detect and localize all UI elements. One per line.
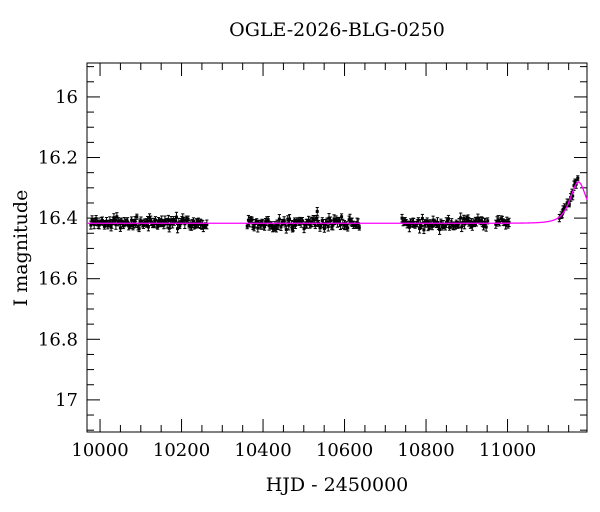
x-tick-label: 10600 xyxy=(316,440,373,461)
axis-ticks xyxy=(87,63,587,432)
x-tick-label: 10400 xyxy=(234,440,291,461)
plot-title: OGLE-2026-BLG-0250 xyxy=(229,19,445,41)
x-tick-label: 11000 xyxy=(479,440,536,461)
y-tick-label: 16.4 xyxy=(38,208,78,229)
plot-frame xyxy=(86,62,588,433)
x-tick-label: 10800 xyxy=(397,440,454,461)
y-tick-label: 16 xyxy=(55,87,78,108)
data-points xyxy=(89,175,580,235)
model-curve xyxy=(87,181,588,224)
x-tick-label: 10000 xyxy=(71,440,128,461)
y-axis-title: I magnitude xyxy=(10,189,32,307)
x-tick-label: 10200 xyxy=(153,440,210,461)
y-tick-label: 17 xyxy=(55,390,78,411)
y-tick-label: 16.6 xyxy=(38,269,78,290)
y-tick-label: 16.2 xyxy=(38,148,78,169)
x-tick-labels: 10000 10200 10400 10600 10800 11000 xyxy=(71,440,536,461)
x-axis-title: HJD - 2450000 xyxy=(265,474,409,496)
y-tick-labels: 16 16.2 16.4 16.6 16.8 17 xyxy=(38,87,78,411)
y-tick-label: 16.8 xyxy=(38,329,78,350)
